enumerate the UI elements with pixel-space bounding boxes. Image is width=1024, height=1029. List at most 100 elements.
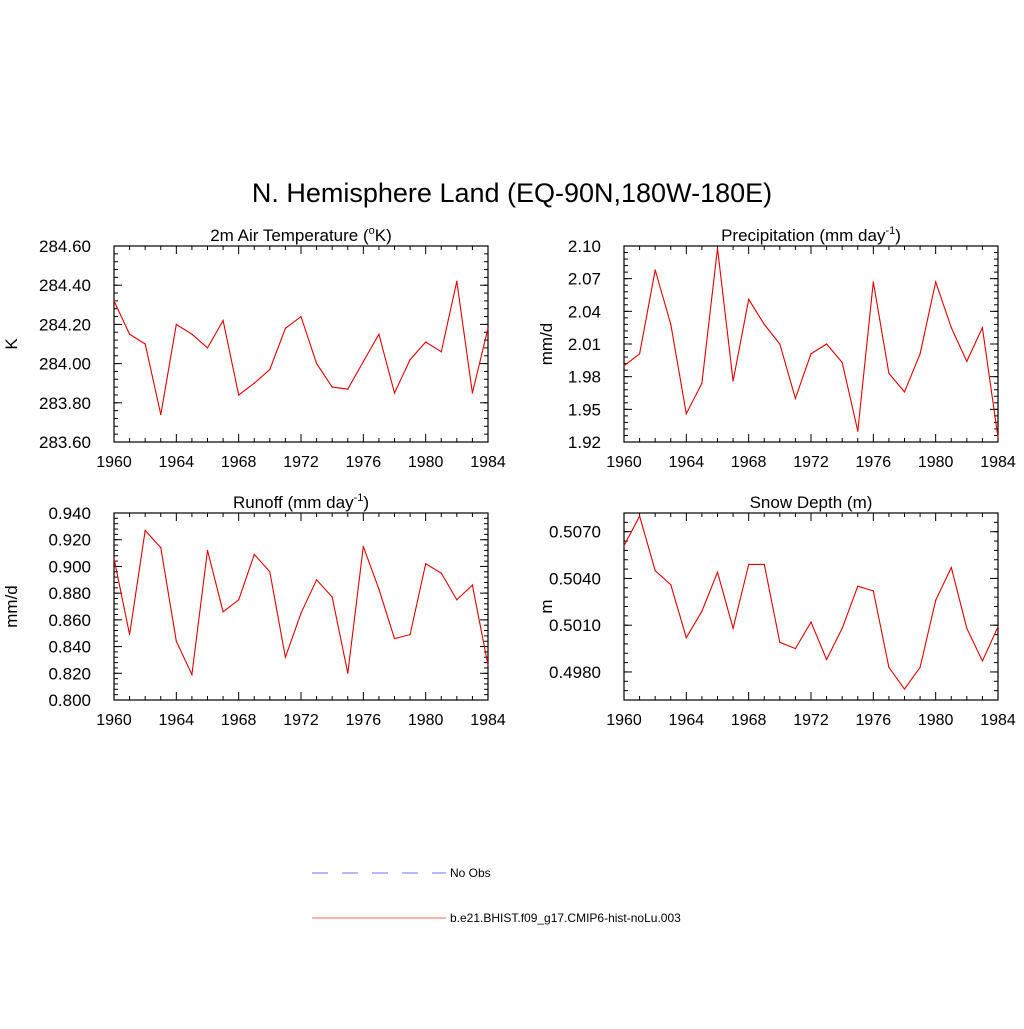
data-point xyxy=(857,585,859,587)
data-point xyxy=(638,353,641,355)
data-point xyxy=(997,626,999,628)
y-axis-label: m xyxy=(537,599,556,613)
data-point xyxy=(315,579,318,581)
data-point xyxy=(935,281,937,283)
data-point xyxy=(950,327,952,329)
x-tick-label: 1968 xyxy=(731,712,767,729)
data-point xyxy=(981,327,984,329)
data-point xyxy=(685,413,687,415)
x-tick-label: 1968 xyxy=(221,454,257,471)
data-point xyxy=(440,351,442,353)
y-tick-label: 1.95 xyxy=(568,400,601,419)
data-point xyxy=(903,688,906,690)
y-tick-label: 2.04 xyxy=(568,302,601,321)
data-point xyxy=(825,343,828,345)
series-line xyxy=(113,281,489,415)
y-tick-label: 2.01 xyxy=(568,335,601,354)
series-line xyxy=(623,248,999,438)
data-point xyxy=(888,372,890,374)
y-tick-label: 0.4980 xyxy=(549,663,601,682)
y-axis-label: mm/d xyxy=(537,323,556,366)
data-point xyxy=(950,566,952,569)
data-point xyxy=(654,570,656,572)
data-point xyxy=(300,612,302,614)
data-point xyxy=(810,353,812,355)
y-tick-label: 0.880 xyxy=(48,584,91,603)
data-point xyxy=(409,633,411,636)
data-point xyxy=(487,664,489,666)
y-tick-label: 0.5010 xyxy=(549,616,601,635)
data-point xyxy=(857,430,859,432)
panel-runoff: 1960 1964 1968 1972 1976 1980 1984 0.800 0.820 0.… xyxy=(2,492,506,729)
x-tick-label: 1972 xyxy=(283,712,319,729)
data-point xyxy=(732,380,734,382)
data-point xyxy=(113,557,115,560)
data-point xyxy=(794,397,797,400)
data-point xyxy=(919,353,921,355)
data-point xyxy=(206,549,209,552)
data-point xyxy=(841,627,843,629)
data-point xyxy=(763,323,765,325)
y-tick-label: 0.5070 xyxy=(549,523,601,542)
data-point xyxy=(685,637,687,639)
x-tick-label: 1976 xyxy=(346,454,382,471)
x-tick-label: 1984 xyxy=(980,712,1016,729)
x-tick-label: 1972 xyxy=(793,454,829,471)
legend-label-model: b.e21.BHIST.f09_g17.CMIP6-hist-noLu.003 xyxy=(450,911,681,925)
y-tick-label: 0.800 xyxy=(48,691,91,710)
plot-frame xyxy=(623,512,999,701)
data-point xyxy=(623,545,625,547)
data-point xyxy=(393,637,396,640)
legend-label-no-obs: No Obs xyxy=(450,866,491,880)
data-point xyxy=(794,647,797,650)
data-point xyxy=(732,627,734,629)
y-tick-label: 2.10 xyxy=(568,237,601,256)
y-tick-label: 283.60 xyxy=(39,433,91,452)
data-point xyxy=(175,640,177,642)
data-point xyxy=(872,590,874,592)
data-point xyxy=(841,361,843,364)
data-point xyxy=(128,633,131,636)
series-line xyxy=(113,529,489,677)
x-tick-label: 1968 xyxy=(731,454,767,471)
data-point xyxy=(222,319,224,322)
x-tick-label: 1972 xyxy=(793,712,829,729)
y-axis-label: K xyxy=(2,338,21,350)
data-point xyxy=(872,281,874,283)
data-point xyxy=(269,368,271,371)
data-point xyxy=(128,333,131,335)
x-tick-label: 1976 xyxy=(856,454,892,471)
data-point xyxy=(440,572,442,574)
panel-snow-depth: 1960 1964 1968 1972 1976 1980 1984 0.4980 0.5010… xyxy=(537,493,1016,729)
panel-title: Snow Depth (m) xyxy=(750,493,873,512)
data-point xyxy=(966,627,968,629)
x-tick-label: 1984 xyxy=(470,454,506,471)
y-tick-label: 2.07 xyxy=(568,270,601,289)
data-point xyxy=(748,563,750,566)
data-point xyxy=(670,323,672,325)
data-point xyxy=(810,621,812,623)
data-point xyxy=(638,515,641,517)
data-point xyxy=(160,413,162,416)
data-point xyxy=(966,360,968,363)
data-point xyxy=(701,382,703,384)
data-point xyxy=(315,363,318,365)
y-tick-label: 0.840 xyxy=(48,638,91,657)
data-point xyxy=(269,571,271,573)
data-point xyxy=(763,563,765,566)
x-tick-label: 1960 xyxy=(96,712,132,729)
y-tick-label: 283.80 xyxy=(39,394,91,413)
panels: 1960 1964 1968 1972 1976 1980 1984 283.60 283.80… xyxy=(2,225,1016,729)
x-tick-label: 1964 xyxy=(669,454,705,471)
data-point xyxy=(919,666,921,668)
data-point xyxy=(997,437,999,439)
data-point xyxy=(623,365,625,367)
legend: No Obs b.e21.BHIST.f09_g17.CMIP6-hist-no… xyxy=(312,866,681,925)
data-point xyxy=(175,323,177,325)
x-tick-label: 1980 xyxy=(918,454,954,471)
y-tick-label: 0.5040 xyxy=(549,569,601,588)
data-point xyxy=(144,343,146,345)
panel-title: 2m Air Temperature (oK) xyxy=(210,225,392,245)
data-point xyxy=(284,656,287,658)
data-point xyxy=(347,672,349,674)
